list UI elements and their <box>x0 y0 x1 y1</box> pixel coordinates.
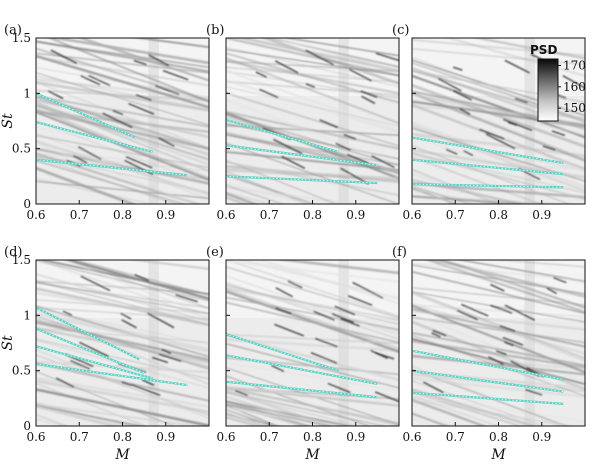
x-tick-label: 0.7 <box>260 430 279 444</box>
x-tick-label: 0.7 <box>70 208 89 222</box>
overlay-line-dots <box>35 92 136 139</box>
x-tick-label: 0.6 <box>216 208 235 222</box>
x-tick-label: 0.8 <box>303 430 322 444</box>
overlay-line-dots <box>35 307 141 361</box>
panel-d: 0.6 0.7 0.8 0.9 0 0.5 1 1.5(d) St M <box>0 245 210 463</box>
x-tick-label: 0.9 <box>156 430 175 444</box>
x-tick-label: 0.9 <box>346 208 365 222</box>
panel-a: 0.6 0.7 0.8 0.9 0 0.5 1 1.5(a) St <box>0 23 210 222</box>
overlay-line-dots <box>35 345 153 379</box>
overlay-line-dots <box>225 175 378 184</box>
heatmap-texture <box>226 38 399 204</box>
x-axis-label: M <box>490 447 506 463</box>
colorbar: PSD 150 160 170 <box>530 43 586 122</box>
overlay-line-dots <box>35 363 188 386</box>
colorbar-tick-label: 160 <box>563 80 586 94</box>
y-tick-label: 1.5 <box>12 253 31 267</box>
panel-label: (c) <box>392 23 409 38</box>
colorbar-gradient <box>537 58 559 122</box>
y-tick-label: 0 <box>23 197 31 211</box>
x-tick-label: 0.9 <box>532 430 551 444</box>
overlay-line-dots <box>35 159 188 176</box>
y-tick-label: 1 <box>23 86 31 100</box>
y-tick-label: 1 <box>23 308 31 322</box>
x-tick-label: 0.8 <box>113 208 132 222</box>
x-tick-label: 0.9 <box>346 430 365 444</box>
x-tick-label: 0.7 <box>446 208 465 222</box>
colorbar-tick-label: 170 <box>563 58 586 72</box>
x-tick-label: 0.6 <box>26 430 45 444</box>
panel-f: 0.6 0.7 0.8 0.9 (f) M <box>392 245 586 463</box>
heatmap-texture <box>36 260 209 426</box>
x-axis-label: M <box>114 447 130 463</box>
overlay-line-dots <box>225 119 339 153</box>
y-tick-label: 0.5 <box>12 142 31 156</box>
x-tick-label: 0.7 <box>260 208 279 222</box>
overlay-line-dots <box>411 370 564 393</box>
y-tick-label: 0 <box>23 419 31 433</box>
panel-e: 0.6 0.7 0.8 0.9 (e) M <box>206 245 400 463</box>
panel-b: 0.6 0.7 0.8 0.9 (b) <box>206 23 400 222</box>
overlay-line-dots <box>225 381 378 398</box>
overlay-line-dots <box>411 137 564 164</box>
panel-c: 0.6 0.7 0.8 0.9 (c) <box>392 23 586 222</box>
overlay-line <box>225 333 339 372</box>
heatmap-texture <box>36 38 209 204</box>
colorbar-tick-label: 150 <box>563 101 586 115</box>
overlay-line-dots <box>225 354 378 385</box>
x-axis-label: M <box>304 447 320 463</box>
colorbar-title: PSD <box>530 43 557 57</box>
x-tick-label: 0.8 <box>489 208 508 222</box>
x-tick-label: 0.7 <box>70 430 89 444</box>
x-tick-label: 0.8 <box>303 208 322 222</box>
overlay-line <box>35 121 154 154</box>
overlay-line-dots <box>225 144 378 166</box>
x-tick-label: 0.6 <box>402 208 421 222</box>
x-tick-label: 0.8 <box>113 430 132 444</box>
panel-label: (e) <box>206 245 224 260</box>
overlay-line-dots <box>411 183 564 188</box>
panel-label: (d) <box>4 245 22 260</box>
y-axis-label: St <box>0 113 16 129</box>
overlay-line-dots <box>411 392 564 405</box>
y-axis-label: St <box>0 335 16 351</box>
panel-label: (a) <box>4 23 22 38</box>
y-tick-label: 1.5 <box>12 31 31 45</box>
overlay-line-dots <box>411 350 564 380</box>
x-tick-label: 0.8 <box>489 430 508 444</box>
overlay-line-dots <box>411 159 564 175</box>
y-tick-label: 0.5 <box>12 364 31 378</box>
x-tick-label: 0.6 <box>26 208 45 222</box>
x-tick-label: 0.7 <box>446 430 465 444</box>
panel-label: (f) <box>392 245 407 260</box>
panel-label: (b) <box>206 23 224 38</box>
x-tick-label: 0.6 <box>216 430 235 444</box>
x-tick-label: 0.6 <box>402 430 421 444</box>
overlay-line-dots <box>35 328 145 374</box>
x-tick-label: 0.9 <box>156 208 175 222</box>
x-tick-label: 0.9 <box>532 208 551 222</box>
